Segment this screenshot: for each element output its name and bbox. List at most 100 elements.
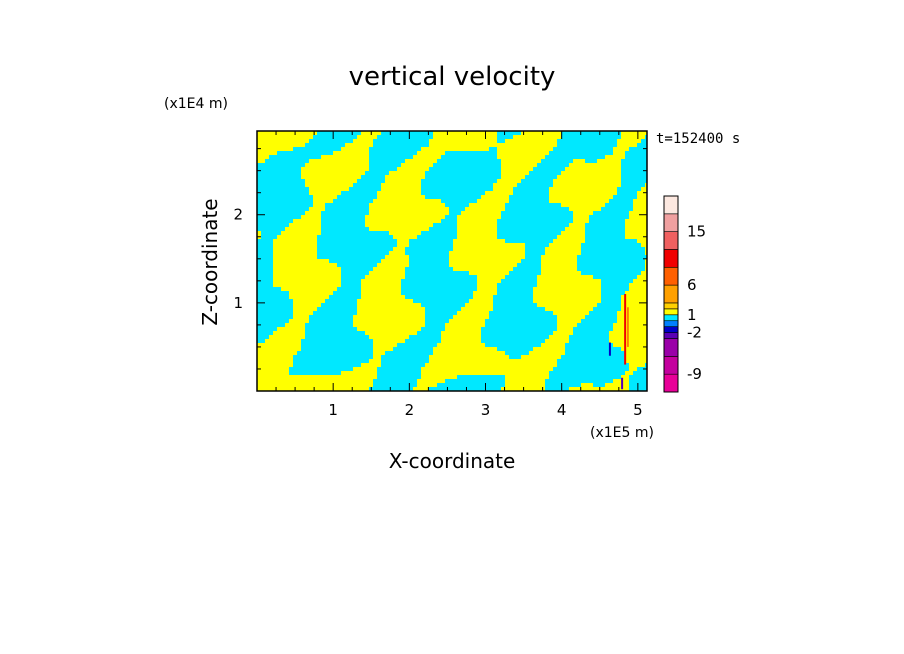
colorbar-tick-label: -9: [687, 365, 702, 383]
updraft-region: [573, 215, 589, 219]
updraft-region: [357, 303, 421, 307]
updraft-region: [645, 247, 647, 251]
colorbar-tick-label: 1: [687, 306, 697, 324]
updraft-region: [289, 319, 309, 323]
updraft-region: [477, 279, 501, 283]
colorbar-segment: [663, 320, 679, 327]
updraft-region: [273, 251, 317, 255]
colorbar-segment: [663, 231, 679, 250]
updraft-region: [529, 351, 565, 355]
updraft-region: [289, 291, 333, 295]
updraft-region: [569, 163, 621, 167]
updraft-region: [265, 339, 301, 343]
y-tick-label: 1: [233, 294, 243, 312]
updraft-region: [389, 251, 405, 255]
updraft-region: [621, 347, 647, 351]
updraft-region: [273, 283, 341, 287]
updraft-region: [533, 295, 601, 299]
updraft-region: [521, 355, 561, 359]
updraft-region: [321, 155, 369, 159]
colorbar-segment: [663, 314, 679, 322]
colorbar-segment: [663, 284, 679, 304]
updraft-region: [257, 379, 373, 383]
updraft-region: [289, 295, 329, 299]
updraft-region: [641, 187, 647, 191]
updraft-region: [613, 323, 647, 327]
updraft-region: [449, 319, 485, 323]
updraft-region: [361, 291, 401, 295]
updraft-region: [457, 231, 497, 235]
updraft-region: [617, 319, 647, 323]
updraft-region: [385, 255, 409, 259]
updraft-region: [609, 331, 647, 335]
updraft-region: [629, 287, 647, 291]
updraft-region: [549, 195, 613, 199]
updraft-region: [397, 167, 429, 171]
updraft-region: [281, 231, 321, 235]
updraft-region: [533, 347, 565, 351]
updraft-region: [449, 255, 525, 259]
updraft-region: [541, 343, 565, 347]
updraft-region: [625, 291, 647, 295]
updraft-region: [645, 259, 647, 263]
colorbar-segment: [663, 249, 679, 268]
updraft-region: [257, 155, 269, 159]
updraft-region: [273, 271, 341, 275]
updraft-region: [369, 359, 381, 363]
x-tick-label: 3: [481, 401, 491, 419]
x-tick-label: 2: [405, 401, 415, 419]
updraft-region: [429, 143, 557, 147]
updraft-region: [501, 163, 537, 167]
colorbar: 15 6 1-2 -9: [663, 195, 706, 393]
updraft-region: [433, 135, 497, 139]
updraft-region: [353, 139, 373, 143]
updraft-region: [421, 371, 549, 375]
updraft-region: [629, 363, 645, 367]
downdraft-core: [621, 377, 624, 390]
updraft-region: [473, 295, 493, 299]
updraft-region: [269, 335, 305, 339]
updraft-region: [629, 367, 637, 371]
updraft-region: [421, 147, 489, 151]
y-scale-label: (x1E4 m): [164, 96, 228, 112]
updraft-region: [565, 227, 585, 231]
time-label: t=152400 s: [656, 131, 740, 147]
updraft-region: [421, 367, 553, 371]
updraft-region: [497, 179, 521, 183]
updraft-region: [617, 311, 647, 315]
updraft-region: [361, 363, 381, 367]
updraft-region: [281, 287, 337, 291]
updraft-region: [357, 311, 425, 315]
updraft-region: [565, 167, 621, 171]
updraft-region: [373, 355, 381, 359]
updraft-region: [293, 303, 321, 307]
updraft-region: [645, 263, 647, 267]
y-tick-label: 2: [233, 206, 243, 224]
updraft-region: [541, 263, 577, 267]
updraft-region: [293, 307, 317, 311]
updraft-region: [293, 315, 309, 319]
updraft-region: [613, 151, 625, 155]
updraft-region: [453, 267, 513, 271]
updraft-region: [625, 355, 647, 359]
updraft-region: [301, 175, 361, 179]
updraft-region: [497, 147, 553, 151]
updraft-region: [501, 159, 541, 163]
updraft-region: [625, 227, 647, 231]
updraft-region: [257, 143, 305, 147]
updraft-region: [313, 203, 325, 207]
updraft-region: [445, 327, 481, 331]
updraft-region: [621, 135, 645, 139]
updraft-region: [373, 339, 405, 343]
updraft-region: [257, 147, 293, 151]
updraft-region: [429, 359, 557, 363]
updraft-region: [401, 163, 433, 167]
colorbar-segment: [663, 266, 679, 286]
updraft-region: [373, 199, 441, 203]
updraft-region: [405, 159, 437, 163]
updraft-region: [505, 139, 557, 143]
updraft-region: [369, 227, 429, 231]
updraft-region: [625, 219, 647, 223]
updraft-region: [641, 271, 647, 275]
updraft-region: [365, 331, 417, 335]
